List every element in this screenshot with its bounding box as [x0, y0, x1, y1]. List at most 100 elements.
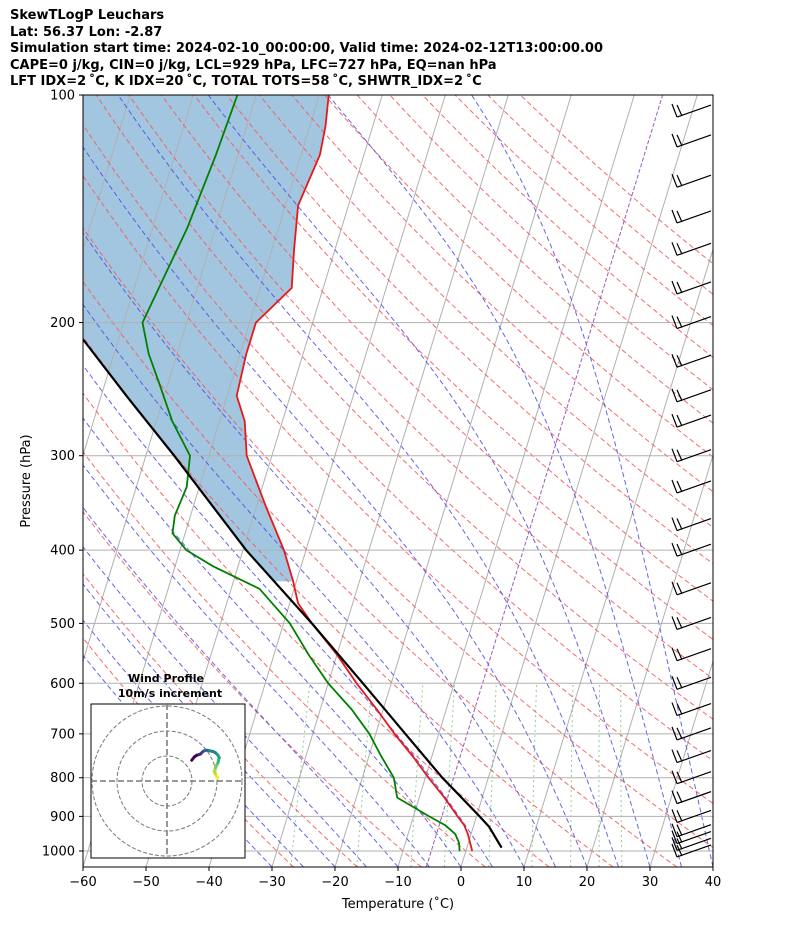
barb-staff [676, 134, 712, 148]
x-tick-label: 40 [705, 875, 722, 890]
moist-adiabat [207, 95, 651, 867]
dry-adiabat [128, 95, 713, 680]
mixing-ratio-line [443, 683, 456, 867]
barb-flag [676, 703, 683, 715]
wind-barb [671, 616, 712, 630]
wind-barb [671, 388, 712, 403]
barb-flag [671, 354, 678, 368]
wind-barb [671, 103, 712, 118]
x-tick-label: 10 [516, 875, 533, 890]
y-tick-label: 1000 [42, 844, 75, 859]
x-tick-label: −40 [195, 875, 222, 890]
barb-flag [676, 791, 683, 803]
isotherm [208, 95, 446, 867]
barb-staff [676, 281, 712, 295]
barb-flag [671, 242, 678, 256]
moist-adiabat [83, 231, 556, 867]
x-tick-label: 30 [642, 875, 659, 890]
barb-staff [676, 702, 712, 717]
dry-adiabat [83, 392, 550, 867]
barb-flag [671, 542, 678, 557]
wind-barb [671, 843, 712, 858]
cape-area [83, 95, 329, 582]
barb-flag [671, 726, 678, 741]
isotherm [460, 95, 698, 867]
barb-flag [676, 281, 683, 294]
dry-adiabat [324, 95, 713, 458]
y-tick-label: 600 [50, 677, 75, 692]
barb-flag [676, 316, 683, 328]
barb-flag [671, 702, 678, 716]
wind-barb [671, 830, 712, 845]
wind-barb [671, 133, 712, 148]
barb-staff [676, 844, 712, 858]
isotherm [271, 95, 509, 867]
wind-barb [671, 726, 712, 741]
simulation-times: Simulation start time: 2024-02-10_00:00:… [10, 41, 603, 56]
wind-barb [671, 209, 712, 224]
moist-adiabat [83, 303, 525, 867]
hodograph-segment [190, 755, 196, 762]
dry-adiabat [83, 123, 713, 762]
barb-staff [676, 242, 712, 256]
temperature-axis: −60 −50 −40 −30 −20 −10 0 10 20 30 40 [69, 867, 721, 890]
moist-adiabat [83, 417, 462, 867]
barb-staff [676, 449, 712, 463]
stability-params: CAPE=0 j/kg, CIN=0 j/kg, LCL=929 hPa, LF… [10, 57, 497, 73]
isotherm [0, 95, 4, 867]
wind-barb [671, 749, 712, 764]
barb-staff [676, 543, 712, 557]
barb-flag [676, 844, 683, 857]
isotherm [83, 95, 194, 458]
x-tick-label: 0 [457, 875, 465, 890]
x-tick-label: −60 [69, 875, 96, 890]
dry-adiabat [161, 95, 713, 641]
barb-staff [676, 414, 712, 428]
barb-flag [671, 173, 678, 188]
moist-adiabat [83, 364, 493, 867]
moist-adiabat [83, 506, 399, 867]
barb-flag [676, 389, 683, 402]
moist-adiabat [117, 95, 619, 867]
wind-barb [671, 702, 712, 717]
barb-flag [671, 823, 678, 837]
barb-staff [676, 582, 712, 596]
barb-staff [676, 771, 712, 785]
moist-adiabat [83, 546, 367, 867]
barb-flag [676, 648, 683, 660]
y-tick-label: 700 [50, 727, 75, 742]
barb-staff [676, 824, 712, 838]
dry-adiabat [487, 95, 713, 295]
barb-flag [676, 727, 683, 740]
isotherm [649, 659, 713, 867]
dry-adiabat [83, 174, 713, 805]
barb-staff [676, 749, 712, 764]
barb-flag [676, 831, 683, 843]
barb-flag [671, 517, 678, 531]
barb-flag [676, 838, 683, 850]
station-location: Lat: 56.37 Lon: -2.87 [10, 24, 163, 40]
barb-flag [676, 134, 683, 147]
y-tick-label: 300 [50, 449, 75, 464]
mixing-ratio-line [570, 683, 574, 867]
isotherm [83, 95, 131, 252]
wind-barb [671, 448, 712, 463]
wind-barb [671, 479, 712, 494]
barb-flag [676, 824, 683, 836]
barb-flag [676, 210, 683, 223]
wind-barb [671, 647, 712, 662]
x-tick-label: −50 [132, 875, 159, 890]
dry-adiabat [83, 227, 713, 849]
y-tick-label: 900 [50, 810, 75, 825]
wind-barbs [671, 103, 712, 858]
barb-staff [676, 648, 712, 662]
dry-adiabat [95, 95, 713, 720]
x-tick-label: −20 [321, 875, 348, 890]
barb-flag [676, 480, 683, 493]
sounding-profiles [83, 95, 503, 852]
barb-staff [676, 676, 712, 690]
wind-barb [671, 581, 712, 596]
y-tick-label: 100 [50, 89, 75, 104]
barb-staff [676, 174, 712, 188]
